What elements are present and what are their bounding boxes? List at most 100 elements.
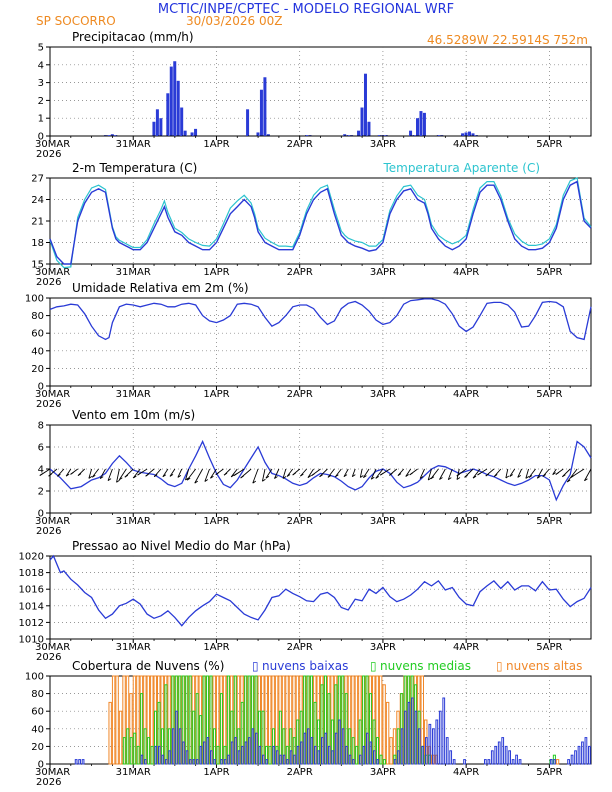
y-tick-label: 1012 bbox=[19, 618, 44, 629]
wind-barb-flag bbox=[215, 472, 220, 476]
x-year-label: 2026 bbox=[36, 399, 61, 410]
y-tick-label: 6 bbox=[38, 443, 44, 454]
y-tick-label: 15 bbox=[31, 260, 44, 271]
cloud-bar-mid bbox=[188, 675, 192, 765]
wind-barb-flag bbox=[472, 475, 477, 479]
precip-bar bbox=[169, 66, 173, 136]
cloud-bar-low bbox=[438, 710, 442, 765]
wind-barb-flag bbox=[397, 473, 402, 476]
wind-barb-flag bbox=[517, 475, 521, 478]
x-tick-label: 3APR bbox=[370, 389, 396, 400]
x-tick-label: 5APR bbox=[536, 516, 562, 527]
wind-barb-flag bbox=[107, 478, 112, 482]
cloud-bar-low bbox=[445, 737, 449, 765]
wind-barb-flag bbox=[493, 474, 498, 477]
x-tick-label: 5APR bbox=[536, 389, 562, 400]
x-tick-label: 2APR bbox=[287, 642, 313, 653]
y-tick-label: 80 bbox=[31, 311, 44, 322]
cloud-bar-mid bbox=[164, 684, 168, 765]
wind-barb bbox=[363, 468, 370, 478]
precip-bar bbox=[159, 118, 163, 136]
y-tick-label: 8 bbox=[38, 421, 44, 432]
x-tick-label: 4APR bbox=[453, 139, 479, 150]
wind-barb bbox=[335, 468, 342, 478]
y-tick-label: 1010 bbox=[19, 635, 44, 646]
precip-bar bbox=[419, 111, 423, 136]
cloud-bar-low bbox=[178, 728, 182, 765]
cloud-bar-low bbox=[376, 759, 380, 765]
wind-barb bbox=[286, 468, 294, 477]
cloud-bar-low bbox=[286, 759, 290, 765]
x-tick-label: 4APR bbox=[453, 642, 479, 653]
x-tick-label: 31MAR bbox=[116, 767, 151, 778]
y-tick-label: 20 bbox=[31, 742, 44, 753]
cloud-bar-high bbox=[382, 684, 386, 765]
wind-barb-flag bbox=[210, 475, 214, 479]
cloud-bar-low bbox=[293, 754, 296, 765]
wind-barb-flag bbox=[88, 475, 93, 479]
x-tick-label: 31MAR bbox=[116, 267, 151, 278]
wind-barb-flag bbox=[286, 474, 291, 477]
x-tick-label: 2APR bbox=[287, 516, 313, 527]
x-year-label: 2026 bbox=[36, 149, 61, 160]
cloud-bar-low bbox=[289, 750, 293, 765]
cloud-bar-low bbox=[175, 710, 179, 765]
x-tick-label: 3APR bbox=[370, 516, 396, 527]
precip-bar bbox=[110, 134, 114, 136]
cloud-bar-high bbox=[385, 701, 390, 765]
x-tick-label: 5APR bbox=[536, 267, 562, 278]
x-tick-label: 4APR bbox=[453, 516, 479, 527]
y-tick-label: 2 bbox=[38, 96, 44, 107]
cloud-bar-mid bbox=[216, 745, 220, 765]
wind-barb-flag bbox=[57, 473, 61, 477]
wind-barb bbox=[307, 468, 314, 478]
cloud-bar-low bbox=[404, 710, 407, 765]
cloud-bar-low bbox=[230, 741, 234, 765]
cloud-bar-low bbox=[414, 710, 418, 765]
x-tick-label: 5APR bbox=[536, 139, 562, 150]
cloud-bar-low bbox=[574, 750, 577, 765]
cloud-bar-low bbox=[74, 759, 78, 765]
wind-barb bbox=[194, 468, 203, 484]
cloud-bar-low bbox=[189, 759, 192, 765]
wind-barb-flag bbox=[375, 475, 380, 479]
precip-bar bbox=[360, 107, 364, 136]
precip-bar bbox=[190, 132, 194, 136]
wind-barb bbox=[185, 468, 190, 481]
wind-barb bbox=[505, 468, 509, 479]
cloud-bar-low bbox=[241, 745, 244, 765]
wind-barb-flag bbox=[99, 476, 104, 479]
cloud-bar-low bbox=[501, 737, 505, 765]
cloud-bar-low bbox=[324, 732, 328, 765]
cloud-bar-low bbox=[497, 741, 501, 765]
wind-barb-flag bbox=[162, 474, 167, 478]
chart-title: MCTIC/INPE/CPTEC - MODELO REGIONAL WRF bbox=[158, 2, 454, 17]
cloud-bar-mid bbox=[192, 710, 196, 765]
wind-barb-flag bbox=[525, 475, 530, 479]
cloud-bar-low bbox=[199, 745, 203, 765]
series-line bbox=[49, 439, 592, 502]
precip-bar bbox=[166, 93, 170, 136]
wind-barb bbox=[265, 468, 273, 479]
precip-bar bbox=[263, 77, 267, 136]
precip-bar bbox=[471, 133, 475, 136]
x-tick-label: 5APR bbox=[536, 642, 562, 653]
precip-bar bbox=[114, 135, 118, 136]
wind-barb-flag bbox=[177, 475, 182, 478]
cloud-bar-low bbox=[400, 728, 404, 765]
wind-barb bbox=[566, 468, 578, 483]
wind-barb bbox=[359, 468, 363, 478]
wind-barb-flag bbox=[252, 480, 257, 484]
wind-barb bbox=[370, 468, 377, 480]
x-tick-label: 31MAR bbox=[116, 516, 151, 527]
y-tick-label: 4 bbox=[38, 60, 44, 71]
cloud-bar-mid bbox=[122, 737, 126, 765]
cloud-bar-low bbox=[452, 759, 456, 765]
cloud-bar-low bbox=[494, 745, 498, 765]
cloud-bar-low bbox=[428, 723, 432, 765]
y-tick-label: 1 bbox=[38, 114, 44, 125]
wind-barb-flag bbox=[77, 473, 82, 476]
wind-barb-flag bbox=[360, 475, 364, 478]
cloud-bar-low bbox=[570, 754, 574, 765]
cloud-bar-high bbox=[378, 675, 383, 765]
